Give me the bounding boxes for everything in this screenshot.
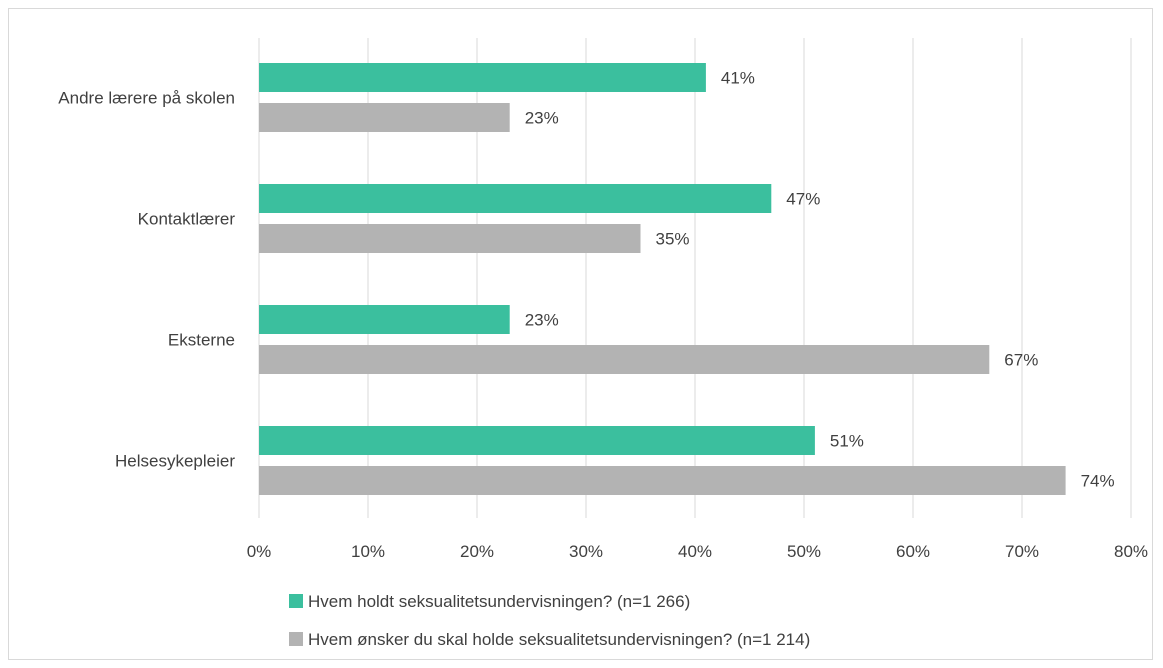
bar-eksterne-series-2 — [259, 345, 990, 374]
data-label: 41% — [721, 69, 755, 88]
x-tick-label: 60% — [896, 542, 930, 561]
legend-swatch — [289, 632, 303, 646]
legend-swatch — [289, 594, 303, 608]
category-label: Helsesykepleier — [115, 452, 235, 471]
data-label: 51% — [830, 432, 864, 451]
bar-eksterne-series-1 — [259, 305, 510, 334]
x-tick-label: 40% — [678, 542, 712, 561]
x-tick-label: 0% — [247, 542, 272, 561]
x-tick-label: 10% — [351, 542, 385, 561]
bar-kontaktl-rer-series-2 — [259, 224, 641, 253]
bar-helsesykepleier-series-1 — [259, 426, 815, 455]
data-label: 23% — [525, 109, 559, 128]
legend-label: Hvem holdt seksualitetsundervisningen? (… — [308, 592, 690, 611]
data-label: 47% — [786, 190, 820, 209]
data-label: 74% — [1081, 472, 1115, 491]
data-label: 23% — [525, 311, 559, 330]
legend: Hvem holdt seksualitetsundervisningen? (… — [289, 592, 810, 649]
bar-helsesykepleier-series-2 — [259, 466, 1066, 495]
x-tick-label: 80% — [1114, 542, 1148, 561]
bar-andre-l-rere-pa-skolen-series-2 — [259, 103, 510, 132]
data-label: 35% — [656, 230, 690, 249]
x-tick-label: 70% — [1005, 542, 1039, 561]
bar-andre-l-rere-pa-skolen-series-1 — [259, 63, 706, 92]
chart-frame — [8, 8, 1153, 660]
data-label: 67% — [1004, 351, 1038, 370]
x-tick-label: 50% — [787, 542, 821, 561]
x-tick-label: 30% — [569, 542, 603, 561]
legend-label: Hvem ønsker du skal holde seksualitetsun… — [308, 630, 810, 649]
category-label: Andre lærere på skolen — [58, 89, 235, 108]
x-tick-label: 20% — [460, 542, 494, 561]
bar-kontaktl-rer-series-1 — [259, 184, 772, 213]
bars: 41% 23% 47% 35% 23% 67% 51% 74% — [259, 63, 1115, 495]
category-label: Kontaktlærer — [138, 210, 236, 229]
category-label: Eksterne — [168, 331, 235, 350]
category-labels: Andre lærere på skolen Kontaktlærer Ekster… — [58, 89, 235, 471]
x-axis-tick-labels: 0% 10% 20% 30% 40% 50% 60% 70% 80% — [247, 542, 1148, 561]
